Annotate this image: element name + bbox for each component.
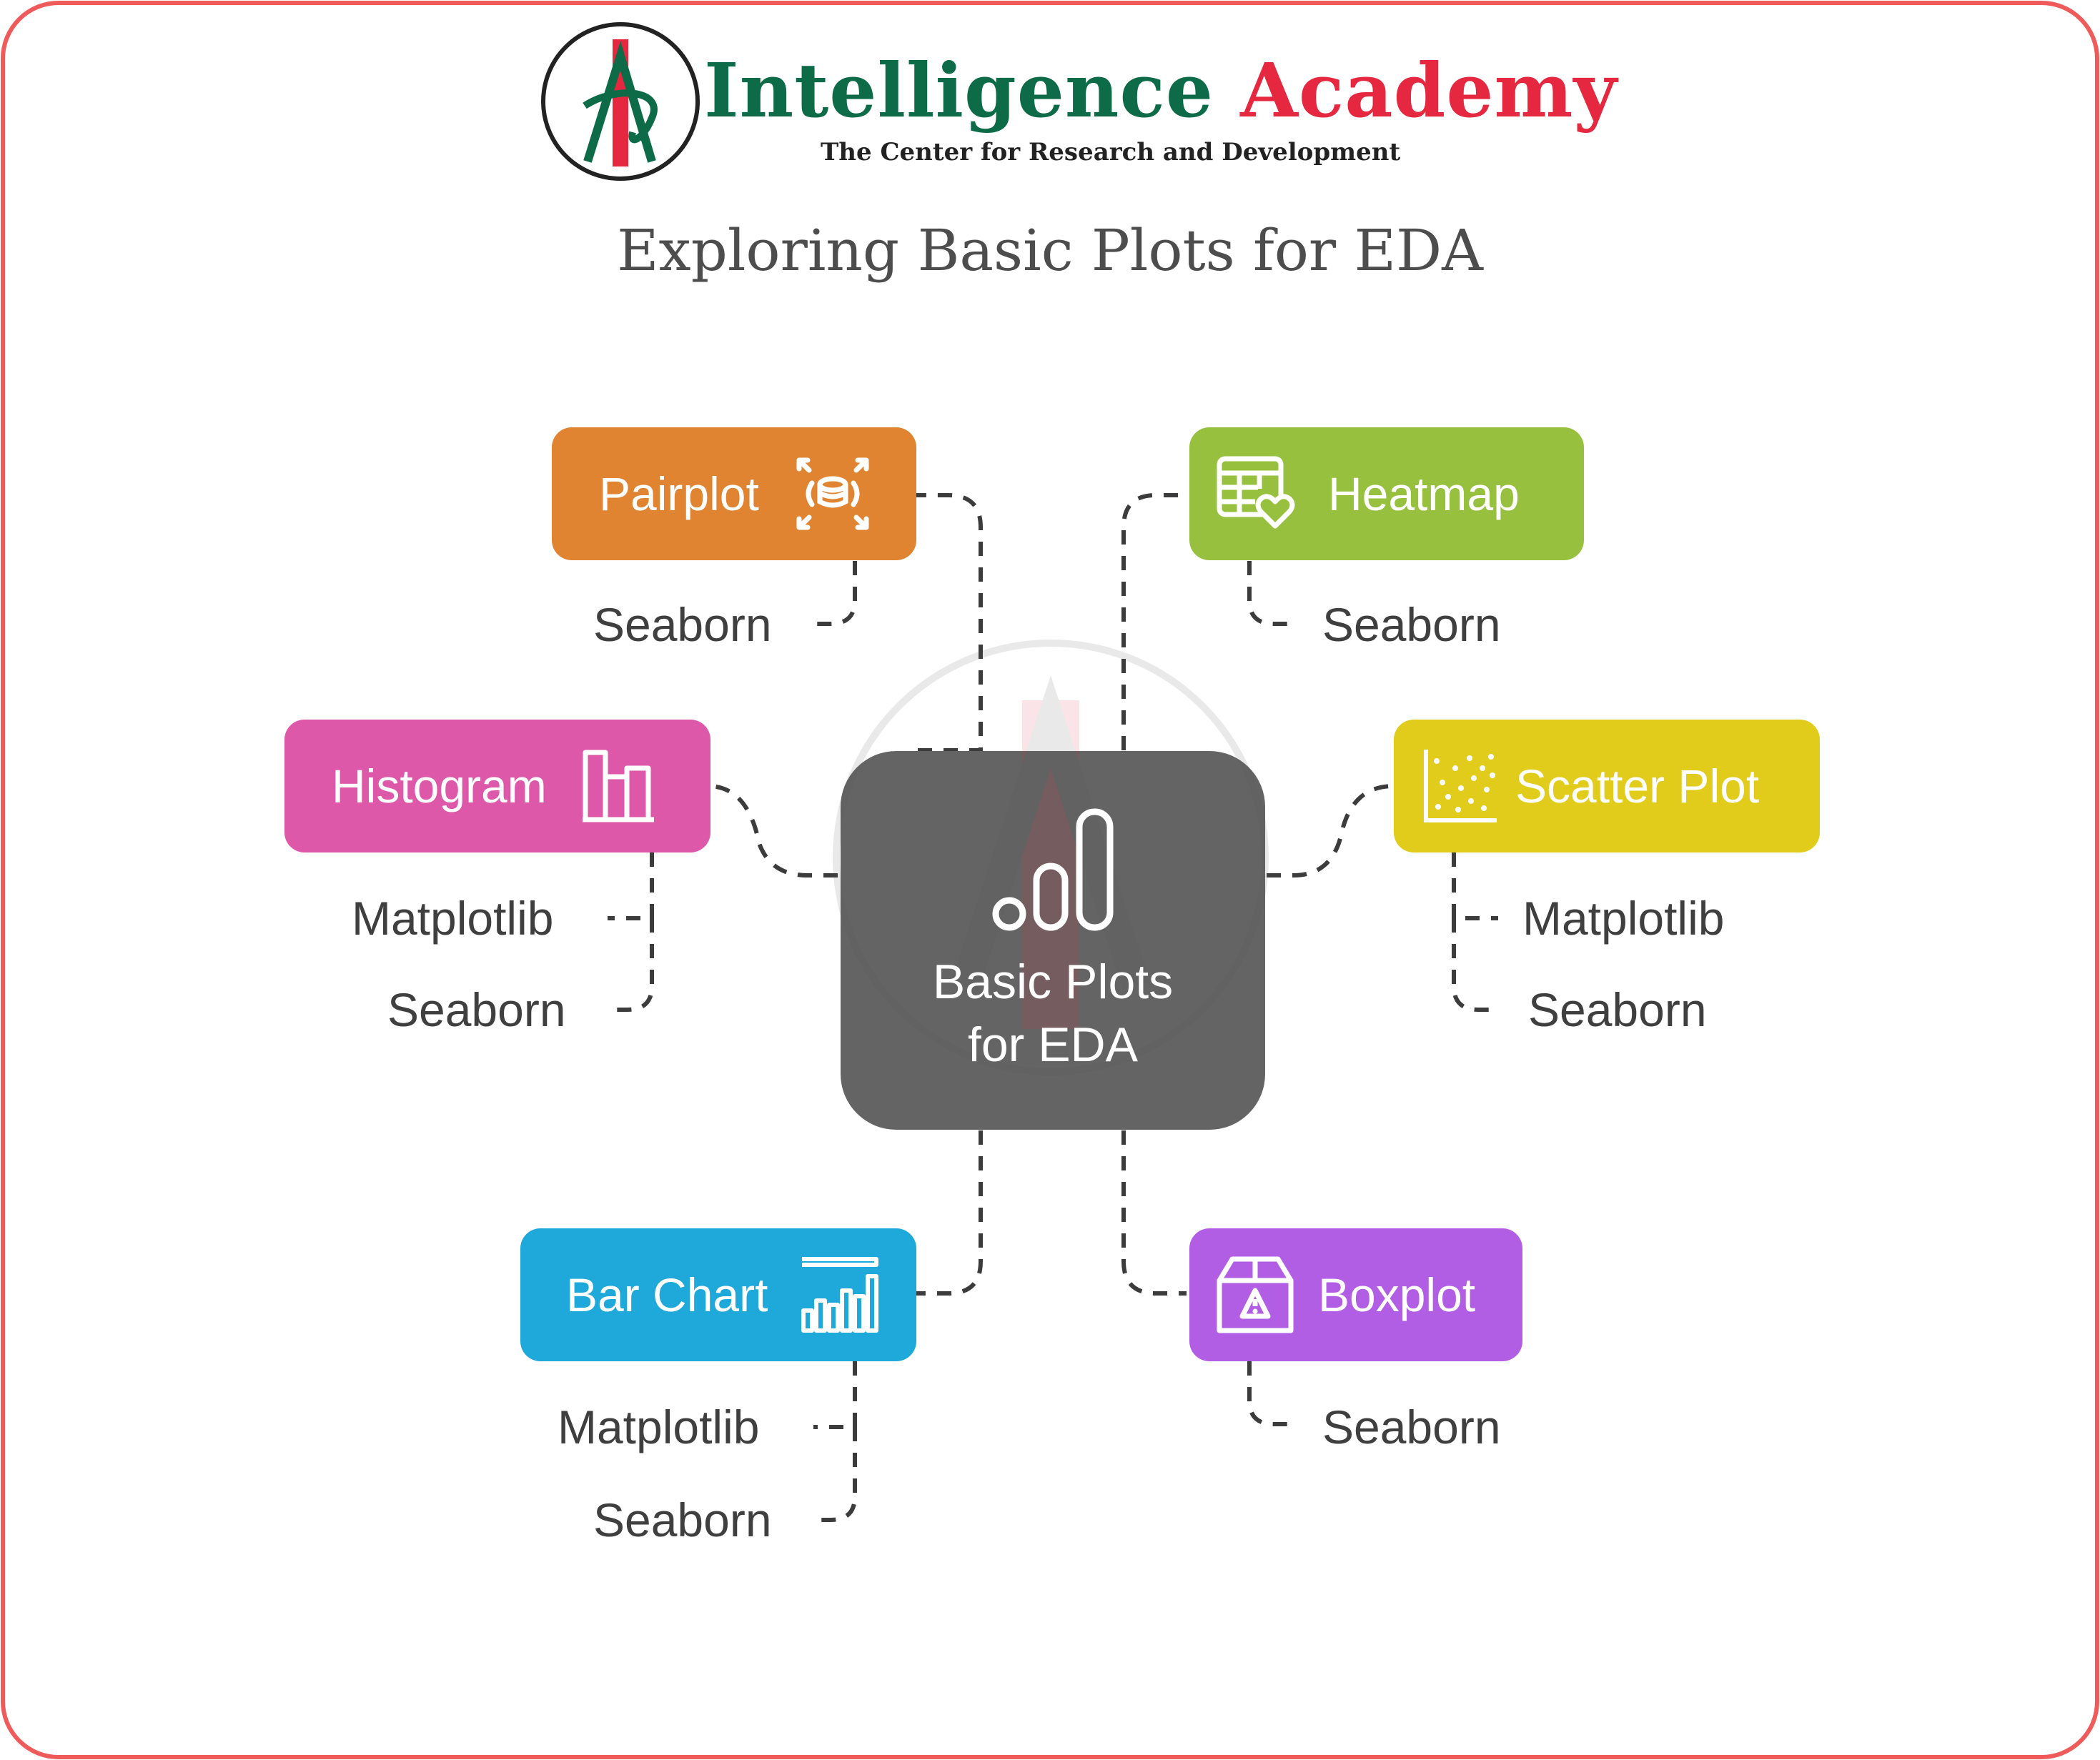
connector-boxplot	[1121, 1130, 1187, 1296]
branch-heatmap: Heatmap	[1189, 427, 1584, 560]
leaf-line-boxplot-seaborn	[1247, 1361, 1291, 1426]
scatter-lib-seaborn: Seaborn	[1528, 983, 1707, 1036]
branch-scatter-plot-label: Scatter Plot	[1515, 760, 1760, 812]
branch-heatmap-label: Heatmap	[1328, 467, 1520, 520]
branch-bar-chart-label: Bar Chart	[566, 1268, 768, 1321]
branch-pairplot: Pairplot	[552, 427, 916, 560]
brand-name: Intelligence Academy	[704, 44, 1618, 137]
heatmap-icon	[1217, 456, 1295, 529]
connector-pairplot	[916, 493, 983, 752]
brand-tagline: The Center for Research and Development	[821, 138, 1401, 166]
branch-histogram: Histogram	[284, 720, 710, 852]
connector-histogram	[707, 784, 838, 877]
branch-histogram-label: Histogram	[332, 760, 547, 812]
boxplot-icon	[1217, 1256, 1294, 1333]
heatmap-lib-seaborn: Seaborn	[1322, 598, 1501, 651]
bar-chart-lib-seaborn: Seaborn	[593, 1493, 772, 1546]
logo-icon	[541, 22, 700, 181]
bar-chart-icon	[801, 1257, 879, 1333]
branch-scatter-plot: Scatter Plot	[1394, 720, 1820, 852]
leaf-line-pairplot-seaborn	[813, 561, 857, 626]
brand-name-part1: Intelligence	[704, 46, 1214, 134]
histogram-icon	[582, 750, 654, 822]
branch-pairplot-label: Pairplot	[599, 467, 759, 520]
histogram-lib-seaborn: Seaborn	[387, 983, 566, 1036]
boxplot-lib-seaborn: Seaborn	[1322, 1401, 1501, 1453]
branch-bar-chart: Bar Chart	[520, 1228, 916, 1361]
bar-chart-lib-matplotlib: Matplotlib	[558, 1401, 760, 1453]
scatter-plot-icon	[1424, 750, 1497, 822]
scatter-lib-matplotlib: Matplotlib	[1522, 892, 1725, 945]
center-label: Basic Plots for EDA	[841, 950, 1265, 1076]
histogram-lib-matplotlib: Matplotlib	[352, 892, 554, 945]
center-label-line2: for EDA	[967, 1018, 1139, 1072]
leaf-line-heatmap-seaborn	[1247, 561, 1291, 626]
connector-lines	[608, 493, 1498, 1522]
leaf-line-bar-seaborn	[813, 1427, 857, 1522]
center-label-line1: Basic Plots	[932, 955, 1174, 1009]
pairplot-icon	[796, 457, 869, 530]
connector-bar-chart	[916, 1130, 983, 1296]
page-title: Exploring Basic Plots for EDA	[617, 217, 1483, 284]
leaf-line-scatter-seaborn	[1452, 918, 1498, 1012]
brand-name-part2: Academy	[1240, 46, 1618, 134]
branch-boxplot: Boxplot	[1189, 1228, 1522, 1361]
center-bar-chart-icon	[992, 808, 1114, 931]
pairplot-lib-seaborn: Seaborn	[593, 598, 772, 651]
center-node	[841, 751, 1265, 1130]
branch-boxplot-label: Boxplot	[1318, 1268, 1476, 1321]
leaf-line-histogram-seaborn	[608, 918, 654, 1012]
